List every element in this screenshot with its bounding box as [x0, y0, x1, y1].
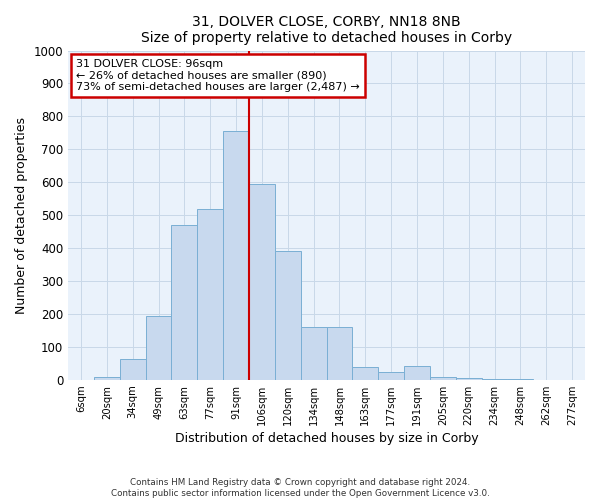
Bar	[172, 225, 197, 380]
Text: 31 DOLVER CLOSE: 96sqm
← 26% of detached houses are smaller (890)
73% of semi-de: 31 DOLVER CLOSE: 96sqm ← 26% of detached…	[76, 59, 359, 92]
Bar	[275, 252, 301, 380]
Bar	[223, 131, 249, 380]
Title: 31, DOLVER CLOSE, CORBY, NN18 8NB
Size of property relative to detached houses i: 31, DOLVER CLOSE, CORBY, NN18 8NB Size o…	[141, 15, 512, 45]
Bar	[146, 316, 172, 380]
Text: Contains HM Land Registry data © Crown copyright and database right 2024.
Contai: Contains HM Land Registry data © Crown c…	[110, 478, 490, 498]
X-axis label: Distribution of detached houses by size in Corby: Distribution of detached houses by size …	[175, 432, 478, 445]
Bar	[120, 360, 146, 380]
Bar	[352, 366, 378, 380]
Y-axis label: Number of detached properties: Number of detached properties	[15, 116, 28, 314]
Bar	[197, 208, 223, 380]
Bar	[249, 184, 275, 380]
Bar	[94, 376, 120, 380]
Bar	[301, 327, 326, 380]
Bar	[326, 327, 352, 380]
Bar	[404, 366, 430, 380]
Bar	[430, 376, 456, 380]
Bar	[378, 372, 404, 380]
Bar	[456, 378, 482, 380]
Bar	[482, 379, 508, 380]
